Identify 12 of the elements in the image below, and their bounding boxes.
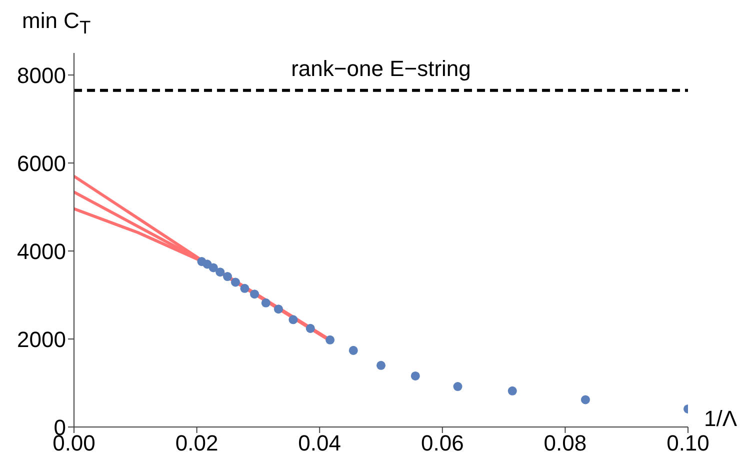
x-tick-label: 0.06 [420,430,464,456]
ref-line-label: rank−one E−string [291,56,471,82]
x-tick-label: 0.10 [666,430,710,456]
y-tick-label: 2000 [17,326,66,352]
x-tick-label: 0.08 [544,430,587,456]
y-tick-label: 4000 [17,238,66,264]
x-tick-label: 0.04 [298,430,342,456]
x-axis-title: 1/Λ [704,406,738,432]
y-axis-title: min C$_{T}$ [22,8,91,38]
x-tick-label: 0.02 [175,430,218,456]
y-tick-label: 6000 [17,150,66,176]
y-tick-label: 8000 [17,62,66,88]
